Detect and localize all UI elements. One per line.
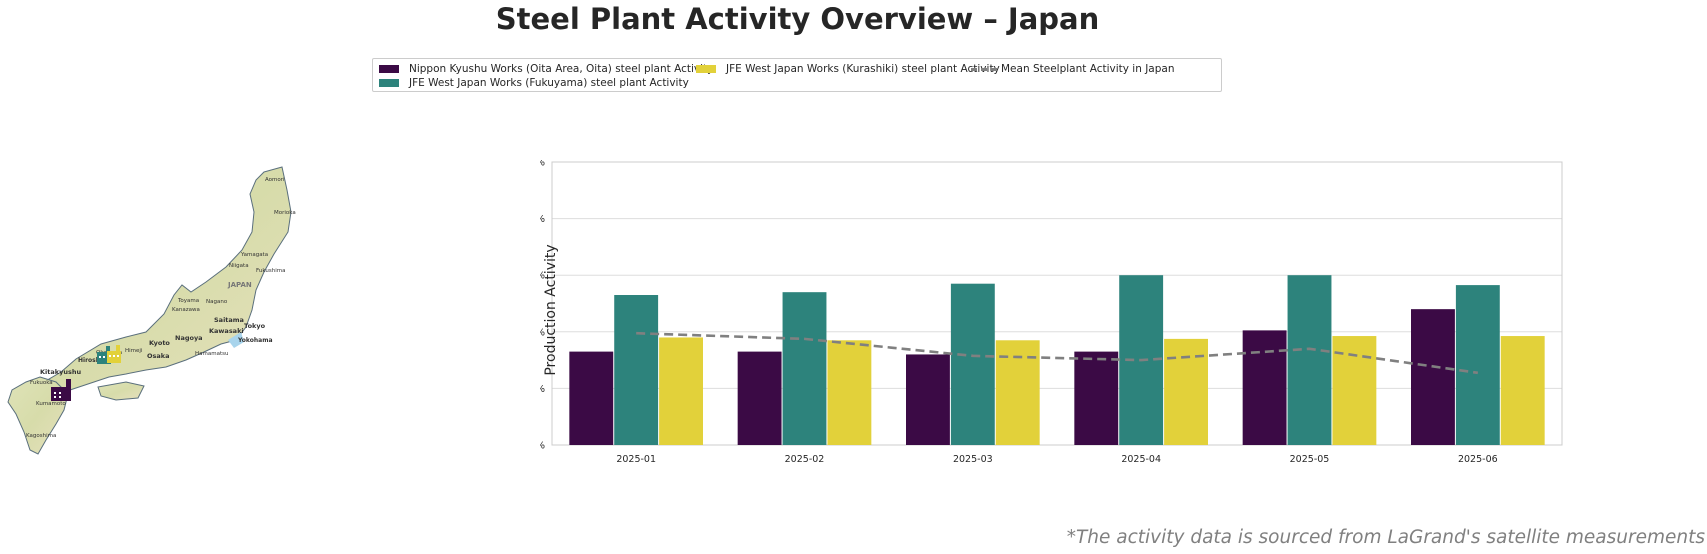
map-label-niigata: Niigata <box>229 263 249 269</box>
x-tick-label: 2025-04 <box>1121 454 1161 465</box>
factory-icon-oita <box>51 379 71 401</box>
map-label-kumamoto: Kumamoto <box>36 401 66 407</box>
bar-oita-2025-03 <box>906 354 950 445</box>
x-tick-label: 2025-02 <box>785 454 825 465</box>
map-label-fukushima: Fukushima <box>256 268 285 274</box>
map-label-kawasaki: Kawasaki <box>209 327 244 335</box>
map-label-tokyo: Tokyo <box>244 322 266 330</box>
map-label-yamagata: Yamagata <box>240 252 268 258</box>
activity-chart: 0% 20% 40% 60% 80% 100% 2025-01 2025-02 2025-03… <box>540 160 1563 465</box>
y-tick-label: 0% <box>540 441 545 452</box>
bay-water <box>228 332 244 348</box>
y-tick-label: 60% <box>540 271 545 282</box>
legend-label-fukuyama: JFE West Japan Works (Fukuyama) steel pl… <box>409 77 689 89</box>
map-label-himeji: Himeji <box>125 348 143 354</box>
map-label-fukuoka: Fukuoka <box>30 380 53 386</box>
map-label-saitama: Saitama <box>214 316 244 324</box>
x-tick-label: 2025-05 <box>1290 454 1330 465</box>
map-label-nagoya: Nagoya <box>175 334 203 342</box>
legend-label-kurashiki: JFE West Japan Works (Kurashiki) steel p… <box>726 63 1000 75</box>
map-label-toyama: Toyama <box>177 298 199 304</box>
y-axis-label: Production Activity <box>543 244 559 375</box>
legend-line-mean <box>971 68 997 71</box>
y-tick-label: 40% <box>540 327 545 338</box>
map-label-japan: JAPAN <box>227 281 252 289</box>
y-tick-label: 100% <box>540 160 545 169</box>
bar-kurashiki-2025-01 <box>659 337 703 445</box>
map-label-osaka: Osaka <box>147 352 170 360</box>
legend-swatch-kurashiki <box>696 65 716 73</box>
bar-oita-2025-02 <box>737 351 782 445</box>
x-tick-label: 2025-06 <box>1458 454 1498 465</box>
data-source-note: *The activity data is sourced from LaGra… <box>1066 527 1705 548</box>
bar-oita-2025-04 <box>1074 351 1119 445</box>
bar-fukuyama-2025-03 <box>950 283 995 445</box>
bar-oita-2025-01 <box>569 351 614 445</box>
bar-oita-2025-05 <box>1242 330 1287 445</box>
map-label-kanazawa: Kanazawa <box>172 307 200 313</box>
map-label-kagoshima: Kagoshima <box>26 433 56 439</box>
y-tick-label: 20% <box>540 384 545 395</box>
bar-fukuyama-2025-05 <box>1287 275 1332 445</box>
mean-activity-line <box>636 331 1479 375</box>
shikoku-landmass <box>97 381 145 401</box>
bar-fukuyama-2025-01 <box>614 295 659 445</box>
map-label-kitakyushu: Kitakyushu <box>40 368 81 376</box>
map-label-hamamatsu: Hamamatsu <box>195 351 228 357</box>
bar-oita-2025-06 <box>1411 309 1455 445</box>
bar-fukuyama-2025-02 <box>782 292 827 445</box>
japan-map: Aomori Morioka Yamagata Niigata Fukushim… <box>6 162 326 492</box>
chart-legend: Nippon Kyushu Works (Oita Area, Oita) st… <box>372 58 1222 92</box>
map-label-aomori: Aomori <box>265 177 285 183</box>
map-label-yokohama: Yokohama <box>237 337 273 344</box>
legend-swatch-fukuyama <box>379 79 399 87</box>
bar-fukuyama-2025-06 <box>1455 285 1500 445</box>
legend-label-oita: Nippon Kyushu Works (Oita Area, Oita) st… <box>409 63 714 75</box>
page-title: Steel Plant Activity Overview – Japan <box>495 2 1100 36</box>
x-tick-label: 2025-03 <box>953 454 993 465</box>
map-label-nagano: Nagano <box>206 299 228 305</box>
legend-label-mean: Mean Steelplant Activity in Japan <box>1001 63 1175 75</box>
map-label-hiroshima: Hiroshima <box>78 357 112 364</box>
map-label-kyoto: Kyoto <box>149 339 170 347</box>
bar-kurashiki-2025-06 <box>1500 336 1545 445</box>
x-tick-label: 2025-01 <box>616 454 656 465</box>
map-label-morioka: Morioka <box>274 210 296 216</box>
factory-icon-kurashiki <box>107 345 121 363</box>
plot-frame <box>551 161 1563 446</box>
y-tick-label: 80% <box>540 214 545 225</box>
legend-swatch-oita <box>379 65 399 73</box>
bar-kurashiki-2025-02 <box>827 340 872 445</box>
